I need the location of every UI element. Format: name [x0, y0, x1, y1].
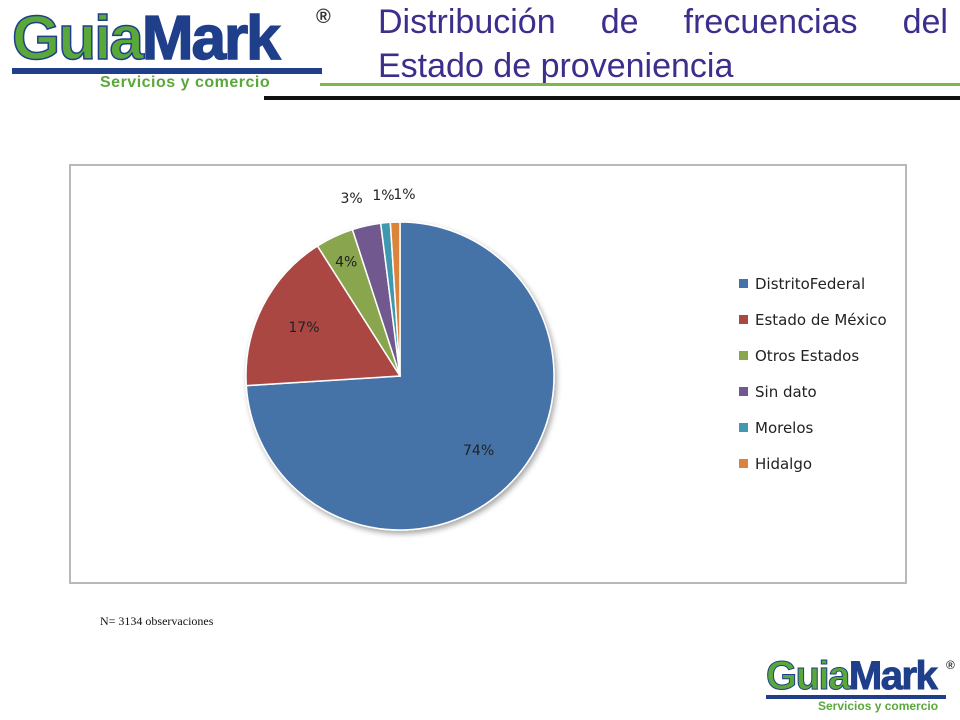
logo-word-guia: Guia [766, 654, 851, 699]
pie-chart-frame: 74% 17% 4% 3% 1% 1% DistritoFederal Estado de … [69, 164, 907, 584]
pie-slice-hidalgo [389, 221, 401, 377]
legend-label: Morelos [755, 419, 814, 437]
legend-item-morelos: Morelos [739, 419, 814, 437]
registered-mark: ® [316, 6, 331, 28]
slice-label-sin-dato: 3% [340, 191, 362, 207]
logo-wordmark: GuiaMark [11, 3, 281, 74]
logo-tagline: Servicios y comercio [818, 699, 939, 713]
logo-underline [766, 695, 946, 699]
slice-label-hidalgo: 1% [393, 187, 415, 203]
legend-swatch [739, 387, 748, 396]
legend-label: DistritoFederal [755, 275, 865, 293]
legend-label: Estado de México [755, 311, 887, 329]
legend-item-otros-estados: Otros Estados [739, 347, 859, 365]
title-rule-black [264, 96, 960, 100]
title-rule-green [320, 83, 960, 86]
legend-swatch [739, 351, 748, 360]
legend-item-sin-dato: Sin dato [739, 383, 817, 401]
pie-chart: 74% 17% 4% 3% 1%1% DistritoFederal Estado de … [245, 187, 887, 531]
legend-label: Otros Estados [755, 347, 859, 365]
pie-slice-estado-de-mexico [245, 244, 402, 387]
logo-word-mark: Mark [141, 3, 281, 74]
observations-note: N= 3134 observaciones [100, 614, 214, 628]
guiamark-logo: GuiaMark ® Servicios y comercio [6, 3, 336, 94]
registered-mark: ® [946, 658, 955, 672]
slice-label-morelos: 1% [372, 188, 394, 204]
logo-tagline: Servicios y comercio [100, 74, 271, 91]
legend-swatch [739, 459, 748, 468]
guiamark-logo-footer: GuiaMark ® Servicios y comercio [762, 654, 960, 716]
legend-swatch [739, 423, 748, 432]
slice-label-distritofederal: 74% [463, 443, 494, 459]
legend-label: Sin dato [755, 383, 817, 401]
logo-wordmark: GuiaMark [766, 654, 939, 699]
logo-word-mark: Mark [848, 654, 938, 699]
logo-underline [12, 68, 322, 74]
logo-word-guia: Guia [11, 3, 144, 74]
legend-item-hidalgo: Hidalgo [739, 455, 812, 473]
slice-label-estado-de-mexico: 17% [288, 320, 319, 336]
slice-label-otros-estados: 4% [335, 255, 357, 271]
legend-label: Hidalgo [755, 455, 812, 473]
slide-title: Distribución de frecuencias del Estado d… [378, 3, 948, 85]
legend-item-estado-de-mexico: Estado de México [739, 311, 887, 329]
legend-item-distritofederal: DistritoFederal [739, 275, 865, 293]
legend-swatch [739, 315, 748, 324]
legend-swatch [739, 279, 748, 288]
